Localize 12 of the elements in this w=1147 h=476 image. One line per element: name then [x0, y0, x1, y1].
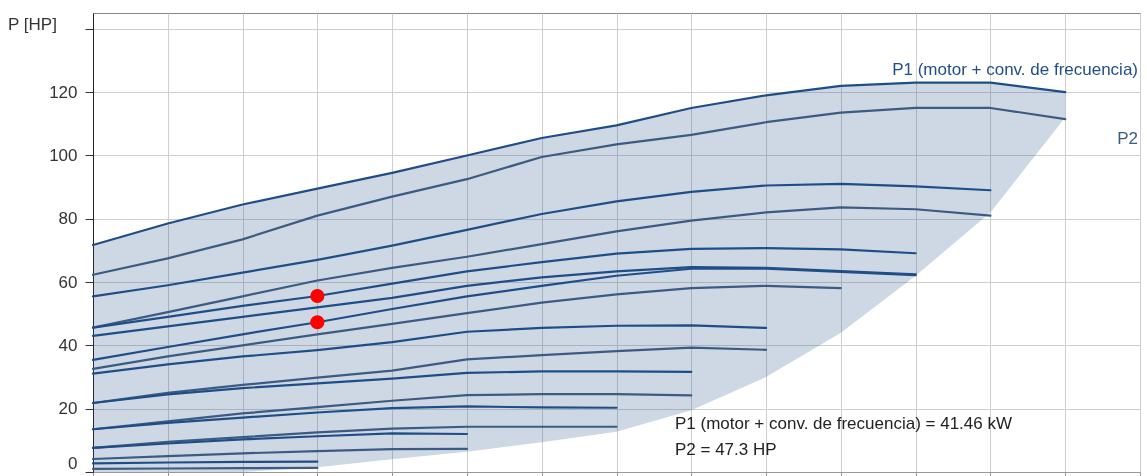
- y-tick-label: 60: [58, 272, 78, 292]
- y-tick-label: 100: [49, 145, 78, 165]
- annotation: P1 (motor + conv. de frecuencia) = 41.46 kW: [675, 414, 1013, 433]
- y-axis-title: P [HP]: [8, 14, 57, 34]
- y-tick-label: 80: [58, 209, 78, 229]
- y-tick-label: 0: [68, 453, 78, 473]
- y-tick-label: 20: [58, 399, 78, 419]
- text: P2: [1117, 129, 1138, 149]
- annotation: P2 = 47.3 HP: [675, 440, 777, 459]
- y-tick-label: 40: [58, 335, 78, 355]
- series-label: P1 (motor + conv. de frecuencia): [892, 60, 1138, 80]
- y-tick-label: 120: [49, 82, 78, 102]
